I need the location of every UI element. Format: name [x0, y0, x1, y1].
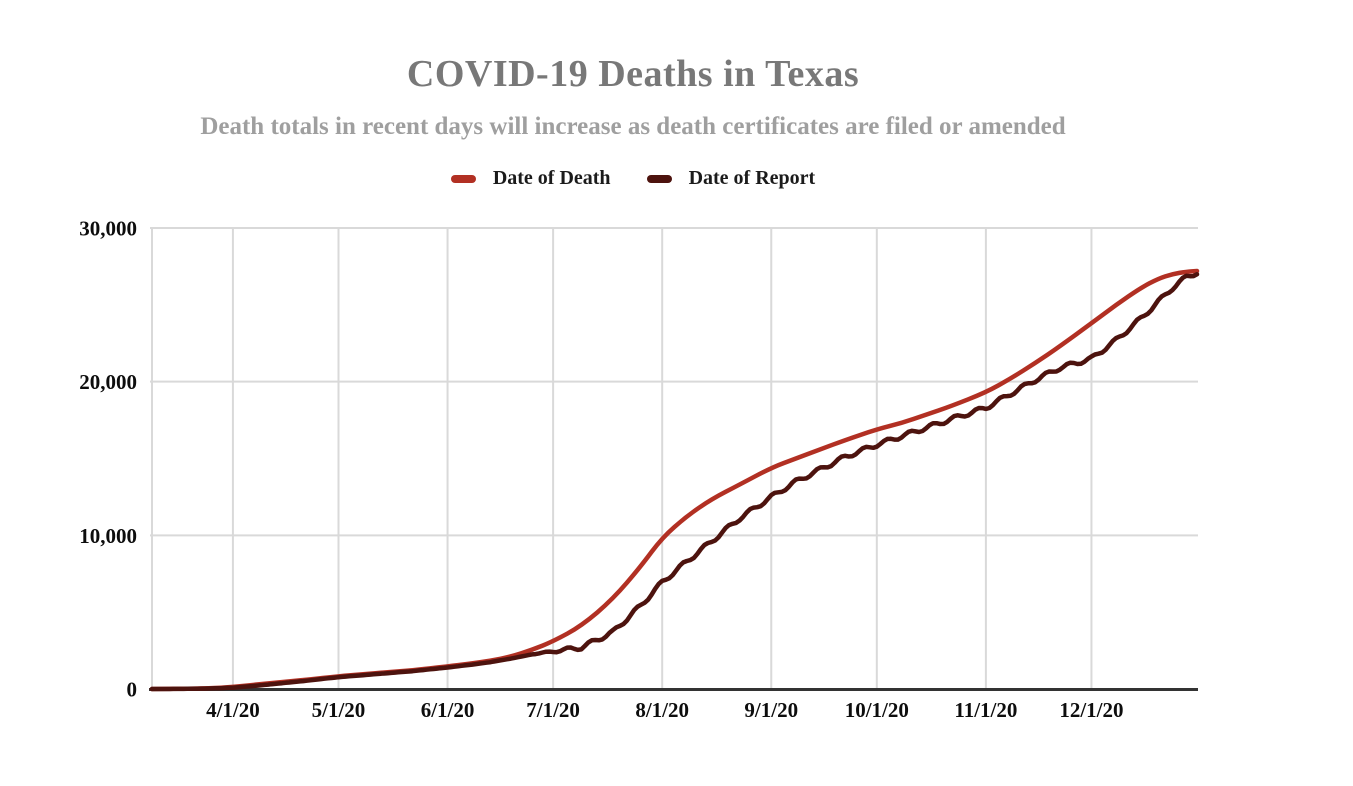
date-of-death-swatch-icon	[450, 174, 476, 183]
chart-legend: Date of Death Date of Report	[0, 167, 1266, 190]
x-axis-tick-label: 10/1/20	[845, 698, 909, 722]
chart-title: COVID-19 Deaths in Texas	[406, 53, 860, 95]
y-axis-tick-label: 20,000	[79, 370, 137, 394]
y-axis-tick-label: 30,000	[79, 217, 137, 241]
date-of-report-line	[149, 272, 1200, 692]
y-axis-tick-label: 10,000	[79, 524, 137, 548]
y-axis-tick-label: 0	[127, 678, 138, 702]
x-axis-tick-label: 11/1/20	[954, 698, 1017, 722]
legend-item-date-of-report: Date of Report	[646, 167, 816, 190]
x-axis-tick-label: 8/1/20	[635, 698, 689, 722]
date-of-report-label: Date of Report	[688, 167, 816, 189]
legend-item-date-of-death: Date of Death	[450, 167, 611, 190]
x-axis-tick-label: 7/1/20	[526, 698, 580, 722]
x-axis-tick-label: 9/1/20	[744, 698, 798, 722]
x-axis-tick-label: 5/1/20	[312, 698, 366, 722]
x-axis-tick-label: 6/1/20	[421, 698, 475, 722]
x-axis-tick-label: 4/1/20	[206, 698, 260, 722]
chart-subtitle: Death totals in recent days will increas…	[200, 113, 1066, 140]
date-of-death-line	[149, 268, 1200, 692]
date-of-death-label: Date of Death	[492, 167, 611, 189]
date-of-report-swatch-icon	[646, 174, 672, 183]
x-axis-tick-label: 12/1/20	[1059, 698, 1123, 722]
